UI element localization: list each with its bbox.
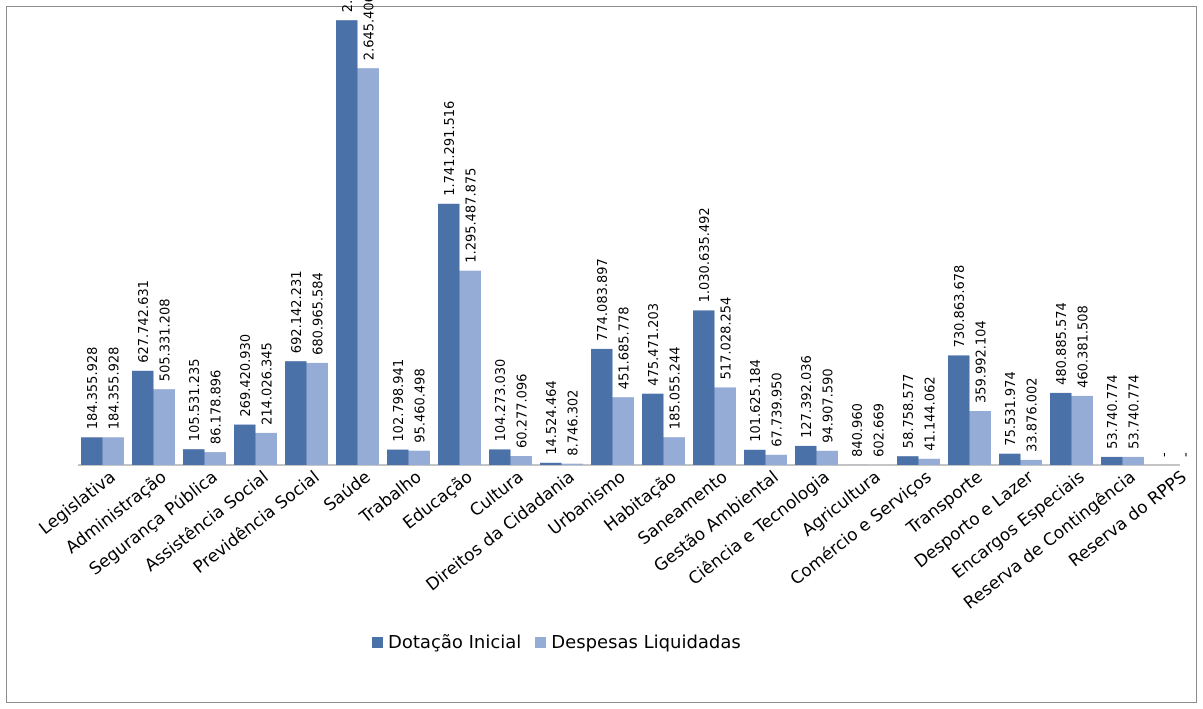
data-label-despesas-12: 517.028.254 (719, 297, 734, 380)
data-label-despesas-16: 41.144.062 (923, 376, 938, 450)
data-label-despesas-1: 505.331.208 (158, 298, 173, 381)
data-label-despesas-15: 602.669 (872, 403, 887, 457)
bar-despesas-20 (1122, 456, 1144, 465)
bar-dotacao-2 (183, 449, 205, 465)
data-label-despesas-17: 359.992.104 (974, 320, 989, 403)
bar-dotacao-8 (489, 449, 511, 465)
data-label-dotacao-16: 58.758.577 (902, 374, 917, 448)
data-label-despesas-10: 451.685.778 (617, 306, 632, 389)
bar-dotacao-11 (642, 393, 664, 465)
bar-despesas-5 (357, 68, 379, 465)
data-label-dotacao-19: 480.885.574 (1055, 302, 1070, 385)
bar-despesas-0 (102, 437, 124, 465)
bar-despesas-12 (714, 387, 736, 465)
bar-despesas-19 (1071, 395, 1093, 465)
bar-dotacao-6 (387, 449, 409, 465)
data-label-despesas-2: 86.178.896 (209, 370, 224, 444)
bar-dotacao-13 (744, 449, 766, 465)
bar-despesas-2 (204, 452, 226, 465)
bar-despesas-14 (816, 450, 838, 465)
data-label-despesas-9: 8.746.302 (566, 390, 581, 456)
bar-despesas-9 (561, 463, 583, 465)
data-label-dotacao-12: 1.030.635.492 (698, 207, 713, 302)
legend-label-despesas: Despesas Liquidadas (551, 632, 741, 653)
data-label-dotacao-13: 101.625.184 (749, 359, 764, 442)
data-label-dotacao-11: 475.471.203 (647, 303, 662, 386)
data-label-dotacao-7: 1.741.291.516 (443, 101, 458, 196)
bar-dotacao-20 (1101, 456, 1123, 465)
chart-legend: Dotação Inicial Despesas Liquidadas (372, 632, 755, 653)
data-label-dotacao-3: 269.420.930 (239, 334, 254, 417)
data-label-despesas-14: 94.907.590 (821, 368, 836, 442)
data-label-dotacao-10: 774.083.897 (596, 258, 611, 341)
bar-dotacao-17 (948, 355, 970, 465)
data-label-despesas-0: 184.355.928 (107, 347, 122, 430)
bar-despesas-3 (255, 432, 277, 465)
legend-swatch-despesas (535, 637, 547, 648)
data-label-dotacao-1: 627.742.631 (137, 280, 152, 363)
bar-despesas-8 (510, 456, 532, 465)
data-label-despesas-19: 460.381.508 (1076, 305, 1091, 388)
data-label-despesas-20: 53.740.774 (1127, 374, 1142, 448)
data-label-dotacao-20: 53.740.774 (1106, 374, 1121, 448)
data-label-dotacao-0: 184.355.928 (86, 347, 101, 430)
data-label-dotacao-15: 840.960 (851, 403, 866, 457)
data-label-dotacao-9: 14.524.464 (545, 380, 560, 454)
bar-despesas-13 (765, 454, 787, 465)
bar-dotacao-10 (591, 348, 613, 465)
bar-despesas-11 (663, 437, 685, 465)
bar-despesas-4 (306, 362, 328, 465)
bar-despesas-10 (612, 397, 634, 465)
data-label-despesas-7: 1.295.487.875 (464, 168, 479, 263)
bar-dotacao-16 (897, 456, 919, 465)
bar-dotacao-5 (336, 20, 358, 465)
data-label-dotacao-2: 105.531.235 (188, 358, 203, 441)
legend-item-dotacao: Dotação Inicial (372, 632, 521, 653)
bar-despesas-17 (969, 411, 991, 465)
bar-dotacao-0 (81, 437, 103, 465)
data-label-dotacao-17: 730.863.678 (953, 265, 968, 348)
bar-dotacao-14 (795, 445, 817, 465)
bar-dotacao-4 (285, 361, 307, 465)
bar-despesas-16 (918, 458, 940, 465)
legend-label-dotacao: Dotação Inicial (388, 632, 522, 653)
data-label-despesas-6: 95.460.498 (413, 368, 428, 442)
bar-dotacao-1 (132, 370, 154, 465)
data-label-despesas-13: 67.739.950 (770, 372, 785, 446)
bar-despesas-1 (153, 389, 175, 465)
data-label-despesas-8: 60.277.096 (515, 374, 530, 448)
bar-dotacao-18 (999, 453, 1021, 465)
data-label-dotacao-18: 75.531.974 (1004, 371, 1019, 445)
data-label-despesas-4: 680.965.584 (311, 272, 326, 355)
data-label-despesas-18: 33.876.002 (1025, 377, 1040, 451)
data-label-dotacao-4: 692.142.231 (290, 270, 305, 353)
bar-dotacao-19 (1050, 392, 1072, 465)
data-label-dotacao-6: 102.798.941 (392, 359, 407, 442)
bar-despesas-18 (1020, 459, 1042, 465)
bar-despesas-7 (459, 270, 481, 465)
legend-item-despesas: Despesas Liquidadas (535, 632, 741, 653)
bar-dotacao-3 (234, 424, 256, 465)
data-label-dotacao-5: 2.965.494.235 (341, 0, 356, 12)
bar-dotacao-7 (438, 203, 460, 466)
data-label-despesas-11: 185.055.244 (668, 346, 683, 429)
legend-swatch-dotacao (372, 637, 383, 648)
data-label-dotacao-21: - (1157, 452, 1172, 457)
data-label-dotacao-14: 127.392.036 (800, 355, 815, 438)
data-label-dotacao-8: 104.273.030 (494, 359, 509, 442)
data-label-despesas-3: 214.026.345 (260, 342, 275, 425)
bar-despesas-6 (408, 450, 430, 465)
bar-dotacao-12 (693, 310, 715, 465)
data-label-despesas-5: 2.645.406.640 (362, 0, 377, 60)
bar-dotacao-9 (540, 462, 562, 465)
data-label-despesas-21: - (1178, 452, 1193, 457)
